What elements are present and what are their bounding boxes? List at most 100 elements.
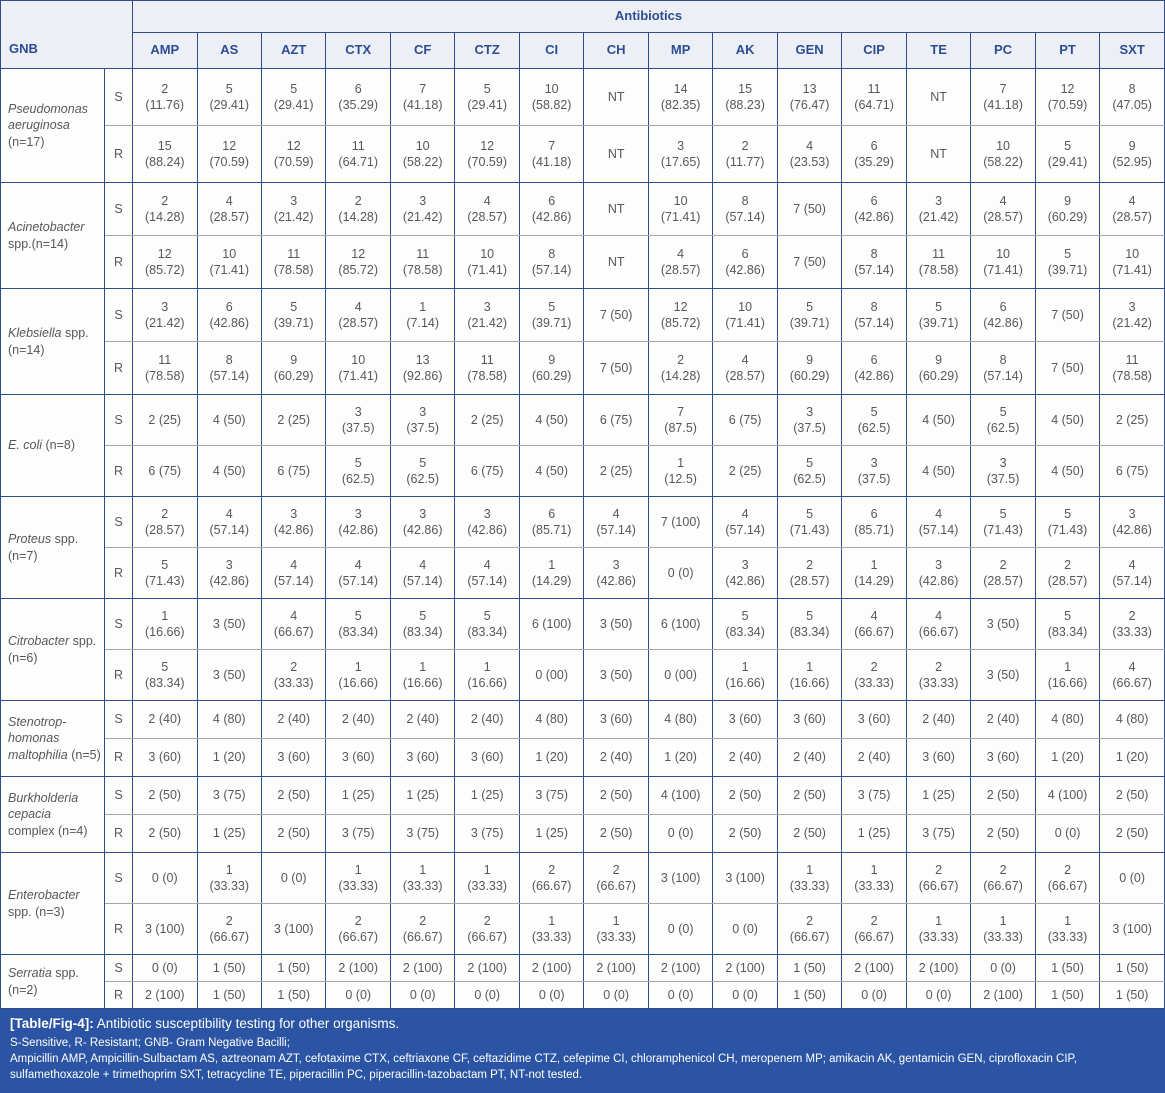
value-cell: 1 (16.66) <box>712 649 778 701</box>
value-cell: NT <box>583 125 649 183</box>
value-cell: 6 (75) <box>712 394 778 446</box>
value-cell: 4 (80) <box>196 700 262 739</box>
value-cell: 2 (50) <box>260 814 327 853</box>
value-cell: 1 (50) <box>776 981 843 1009</box>
value-cell: 2 (50) <box>1099 776 1165 815</box>
value-cell: 8 (57.14) <box>841 235 907 289</box>
value-cell: 6 (42.86) <box>841 341 907 395</box>
row-type-label: R <box>103 547 134 599</box>
value-cell: 2 (50) <box>132 776 198 815</box>
value-cell: 0 (0) <box>970 954 1036 982</box>
value-cell: 2 (66.67) <box>454 903 520 955</box>
value-cell: 0 (00) <box>518 649 585 701</box>
value-cell: 1 (16.66) <box>1034 649 1101 701</box>
value-cell: 11 (64.71) <box>841 68 907 126</box>
value-cell: 1 (25) <box>389 776 456 815</box>
caption-tag: [Table/Fig-4]: <box>10 1016 94 1031</box>
value-cell: 5 (39.71) <box>1034 235 1101 289</box>
value-cell: 2 (100) <box>841 954 907 982</box>
organism-name: Stenotrop-homonas maltophilia (n=5) <box>0 700 105 777</box>
value-cell: 5 (39.71) <box>260 288 327 342</box>
value-cell: 7 (50) <box>776 235 843 289</box>
value-cell: 1 (14.29) <box>841 547 907 599</box>
value-cell: 11 (78.58) <box>260 235 327 289</box>
table-row: AMP AS AZT CTX CF CTZ CI CH MP AK GEN CIP TE PC PT SXT <box>1 32 1165 69</box>
value-cell: 3 (60) <box>970 738 1036 777</box>
value-cell: 5 (71.43) <box>1034 496 1101 548</box>
value-cell: 10 (71.41) <box>325 341 391 395</box>
value-cell: 8 (57.14) <box>970 341 1036 395</box>
value-cell: 5 (62.5) <box>841 394 907 446</box>
value-cell: NT <box>905 68 972 126</box>
value-cell: 0 (0) <box>389 981 456 1009</box>
column-header-ctz: CTZ <box>454 32 520 69</box>
value-cell: 5 (29.41) <box>1034 125 1101 183</box>
value-cell: 5 (62.5) <box>776 445 843 497</box>
value-cell: 3 (42.86) <box>905 547 972 599</box>
value-cell: 3 (17.65) <box>647 125 714 183</box>
value-cell: 2 (100) <box>132 981 198 1009</box>
value-cell: 12 (85.72) <box>132 235 198 289</box>
value-cell: 1 (16.66) <box>776 649 843 701</box>
value-cell: 2 (40) <box>905 700 972 739</box>
value-cell: 5 (83.34) <box>454 598 520 650</box>
value-cell: 3 (60) <box>454 738 520 777</box>
value-cell: 4 (50) <box>518 394 585 446</box>
value-cell: 3 (42.86) <box>260 496 327 548</box>
row-type-label: S <box>103 182 134 236</box>
value-cell: 7 (41.18) <box>518 125 585 183</box>
value-cell: 10 (71.41) <box>1099 235 1165 289</box>
row-type-label: S <box>103 700 134 739</box>
value-cell: 1 (16.66) <box>132 598 198 650</box>
table-row: Burkholderia cepacia complex (n=4) S 2 (50… <box>0 776 1165 853</box>
value-cell: 3 (100) <box>647 852 714 904</box>
value-cell: 3 (75) <box>518 776 585 815</box>
value-cell: 1 (33.33) <box>325 852 391 904</box>
value-cell: 9 (60.29) <box>905 341 972 395</box>
value-cell: 1 (33.33) <box>518 903 585 955</box>
value-cell: 6 (100) <box>518 598 585 650</box>
caption-title: Antibiotic susceptibility testing for ot… <box>96 1016 400 1031</box>
value-cell: 2 (40) <box>132 700 198 739</box>
value-cell: 3 (50) <box>583 649 649 701</box>
row-type-label: R <box>103 125 134 183</box>
value-cell: 8 (57.14) <box>518 235 585 289</box>
value-cell: 10 (71.41) <box>970 235 1036 289</box>
value-cell: 3 (37.5) <box>841 445 907 497</box>
value-cell: 3 (42.86) <box>454 496 520 548</box>
value-cell: 6 (75) <box>260 445 327 497</box>
value-cell: 2 (50) <box>712 776 778 815</box>
value-cell: 6 (75) <box>454 445 520 497</box>
value-cell: 4 (57.14) <box>905 496 972 548</box>
value-cell: 1 (33.33) <box>454 852 520 904</box>
value-cell: 3 (21.42) <box>260 182 327 236</box>
value-cell: 3 (100) <box>260 903 327 955</box>
row-type-label: R <box>103 445 134 497</box>
caption-drug-key: Ampicillin AMP, Ampicillin-Sulbactam AS,… <box>10 1053 1077 1082</box>
value-cell: 0 (0) <box>583 981 649 1009</box>
value-cell: 2 (33.33) <box>1099 598 1165 650</box>
row-type-label: R <box>103 341 134 395</box>
value-cell: 1 (33.33) <box>583 903 649 955</box>
row-type-label: S <box>103 598 134 650</box>
value-cell: 1 (16.66) <box>325 649 391 701</box>
value-cell: 4 (80) <box>647 700 714 739</box>
value-cell: 0 (0) <box>132 852 198 904</box>
column-header-amp: AMP <box>132 32 198 69</box>
value-cell: 5 (29.41) <box>260 68 327 126</box>
value-cell: 6 (75) <box>583 394 649 446</box>
value-cell: 3 (50) <box>970 649 1036 701</box>
value-cell: 10 (71.41) <box>712 288 778 342</box>
value-cell: 3 (42.86) <box>583 547 649 599</box>
value-cell: 10 (58.82) <box>518 68 585 126</box>
value-cell: 2 (40) <box>712 738 778 777</box>
value-cell: 9 (60.29) <box>260 341 327 395</box>
value-cell: 3 (100) <box>1099 903 1165 955</box>
value-cell: 2 (40) <box>970 700 1036 739</box>
value-cell: 8 (47.05) <box>1099 68 1165 126</box>
value-cell: 7 (50) <box>1034 288 1101 342</box>
value-cell: 4 (50) <box>518 445 585 497</box>
value-cell: 2 (33.33) <box>260 649 327 701</box>
